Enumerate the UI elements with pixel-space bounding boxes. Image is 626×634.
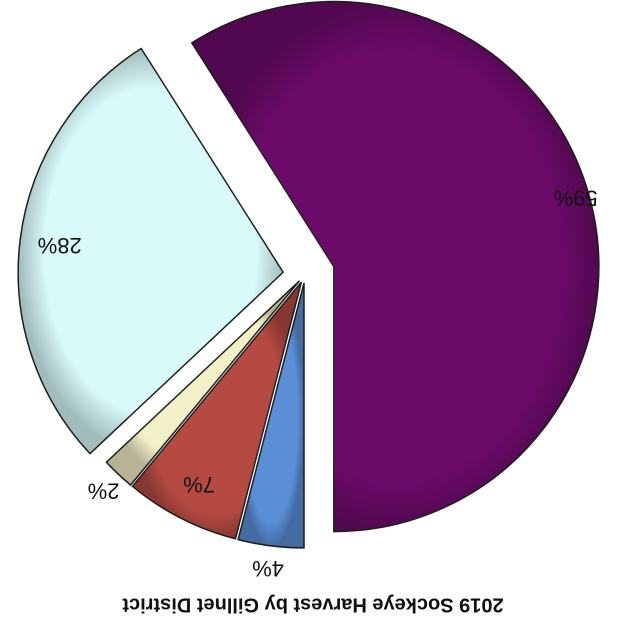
data-label: 4%: [252, 556, 284, 581]
slice-shade: [238, 282, 304, 548]
slice-shade: [132, 282, 302, 539]
chart-title: 2019 Sockeye Harvest by Gillnet District: [122, 594, 504, 616]
slice-shade: [18, 48, 284, 454]
data-label: 59%: [554, 186, 598, 211]
data-label: 7%: [183, 472, 215, 497]
data-label: 28%: [38, 233, 82, 258]
slice-shade: [106, 280, 300, 486]
slice-shade: [191, 1, 599, 532]
data-label: 2%: [88, 479, 120, 504]
